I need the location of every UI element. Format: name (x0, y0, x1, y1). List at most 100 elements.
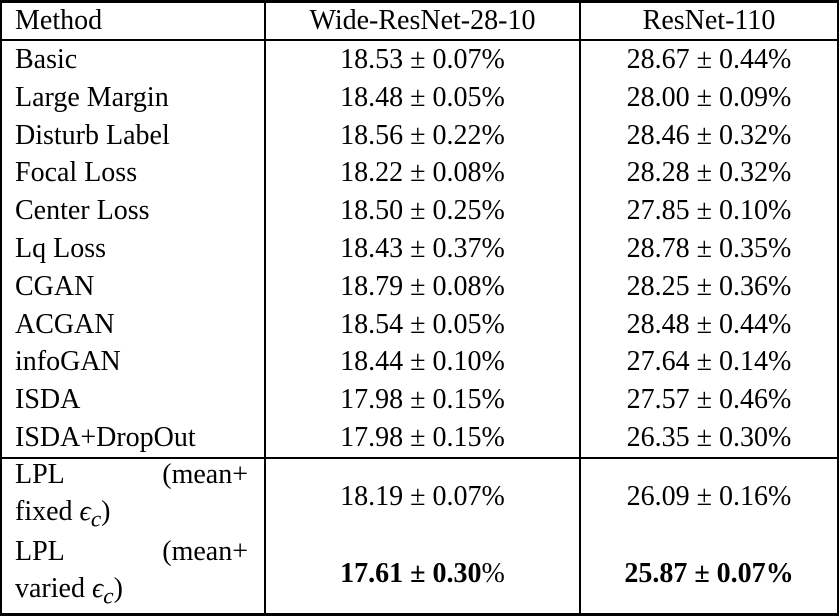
error-rate-value: 28.25 ± 0.36 (626, 270, 769, 302)
wide-resnet-value-cell: 18.56 ± 0.22% (264, 116, 579, 155)
resnet-110-value-cell: 28.00 ± 0.09% (579, 78, 837, 117)
table-row: Disturb Label 18.56 ± 0.22% 28.46 ± 0.32% (2, 116, 837, 155)
table-row: infoGAN 18.44 ± 0.10% 27.64 ± 0.14% (2, 343, 837, 382)
error-rate-value: 17.98 ± 0.15 (340, 422, 482, 454)
table-row: Lq Loss 18.43 ± 0.37% 28.78 ± 0.35% (2, 230, 837, 268)
table-row: CGAN 18.79 ± 0.08% 28.25 ± 0.36% (2, 267, 837, 306)
close-paren: ) (101, 496, 111, 528)
table-row: Large Margin 18.48 ± 0.05% 28.00 ± 0.09% (2, 78, 837, 117)
error-rate-value: 28.28 ± 0.32 (626, 157, 769, 189)
method-cell: ISDA+DropOut (15, 422, 196, 454)
resnet-110-value-cell: 28.25 ± 0.36% (579, 267, 837, 306)
method-label: (mean+ (162, 459, 248, 491)
percent-sign: % (768, 232, 792, 264)
close-paren: ) (113, 573, 123, 605)
error-rate-value: 18.53 ± 0.07 (340, 43, 482, 75)
percent-sign: % (481, 119, 505, 151)
error-rate-value: 18.22 ± 0.08 (340, 157, 482, 189)
resnet-110-value-cell: 28.28 ± 0.32% (579, 154, 837, 193)
wide-resnet-value-cell: 18.48 ± 0.05% (264, 78, 579, 117)
method-label-line1: LPL (mean+ (15, 459, 264, 493)
wide-resnet-value-cell: 18.19 ± 0.07% (264, 458, 579, 536)
resnet-110-value-cell: 28.46 ± 0.32% (579, 116, 837, 155)
method-cell: Lq Loss (15, 232, 106, 264)
method-cell: LPL (mean+ fixed ϵc) (2, 459, 264, 536)
percent-sign: % (481, 195, 505, 227)
table-row: ISDA 17.98 ± 0.15% 27.57 ± 0.46% (2, 381, 837, 420)
method-label: (mean+ (162, 536, 248, 568)
error-rate-value: 18.44 ± 0.10 (340, 346, 482, 378)
resnet-110-value-cell: 26.09 ± 0.16% (579, 458, 837, 536)
percent-sign: % (768, 270, 792, 302)
method-label-line2: fixed ϵc) (15, 493, 264, 536)
table-row: ISDA+DropOut 17.98 ± 0.15% 26.35 ± 0.30% (2, 419, 837, 457)
table-row-lpl: LPL (mean+ fixed ϵc) 18.19 ± 0.07% 26.09 ± 0… (2, 456, 837, 536)
wide-resnet-value-cell: 18.54 ± 0.05% (264, 305, 579, 344)
resnet-110-value-cell: 28.48 ± 0.44% (579, 305, 837, 344)
error-rate-value: 26.35 ± 0.30 (626, 422, 769, 454)
percent-sign: % (768, 308, 792, 340)
error-rate-value: 25.87 ± 0.07 (624, 558, 766, 590)
error-rate-value: 18.43 ± 0.37 (340, 232, 482, 264)
table-header-row: Method Wide-ResNet-28-10 ResNet-110 (2, 3, 837, 41)
percent-sign: % (481, 157, 505, 189)
percent-sign: % (481, 43, 505, 75)
percent-sign: % (481, 270, 505, 302)
wide-resnet-value-cell: 18.22 ± 0.08% (264, 154, 579, 193)
method-cell: ACGAN (15, 308, 115, 340)
table-row-lpl: LPL (mean+ varied ϵc) 17.61 ± 0.30% 25.87 ± … (2, 535, 837, 613)
wide-resnet-value-cell: 17.98 ± 0.15% (264, 419, 579, 457)
percent-sign: % (481, 346, 505, 378)
method-label: varied (15, 573, 85, 605)
epsilon-symbol: ϵ (91, 573, 104, 605)
wide-resnet-value-cell: 17.61 ± 0.30% (264, 535, 579, 613)
percent-sign: % (481, 308, 505, 340)
percent-sign: % (768, 384, 792, 416)
error-rate-value: 18.48 ± 0.05 (340, 81, 482, 113)
error-rate-value: 17.98 ± 0.15 (340, 384, 482, 416)
resnet-110-value-cell: 27.64 ± 0.14% (579, 343, 837, 382)
percent-sign: % (481, 422, 505, 454)
method-label: fixed (15, 496, 73, 528)
method-cell: LPL (mean+ varied ϵc) (2, 536, 264, 613)
method-cell: ISDA (15, 384, 81, 416)
method-cell: Disturb Label (15, 119, 170, 151)
error-rate-value: 28.48 ± 0.44 (626, 308, 769, 340)
header-resnet-110: ResNet-110 (579, 3, 837, 39)
percent-sign: % (765, 558, 794, 590)
percent-sign: % (768, 43, 792, 75)
error-rate-value: 17.61 ± 0.30 (340, 558, 482, 590)
error-rate-value: 18.50 ± 0.25 (340, 195, 482, 227)
error-rate-value: 18.56 ± 0.22 (340, 119, 482, 151)
resnet-110-value-cell: 25.87 ± 0.07% (579, 535, 837, 613)
resnet-110-value-cell: 26.35 ± 0.30% (579, 419, 837, 457)
method-label: LPL (15, 536, 65, 568)
table-row: Center Loss 18.50 ± 0.25% 27.85 ± 0.10% (2, 192, 837, 231)
percent-sign: % (481, 232, 505, 264)
table-row: ACGAN 18.54 ± 0.05% 28.48 ± 0.44% (2, 305, 837, 344)
method-label: LPL (15, 459, 65, 491)
epsilon-subscript: c (103, 583, 114, 610)
percent-sign: % (481, 81, 505, 113)
header-method: Method (15, 5, 103, 36)
resnet-110-value-cell: 27.57 ± 0.46% (579, 381, 837, 420)
error-rate-value: 28.78 ± 0.35 (626, 232, 769, 264)
percent-sign: % (481, 384, 505, 416)
wide-resnet-value-cell: 18.43 ± 0.37% (264, 230, 579, 268)
wide-resnet-value-cell: 17.98 ± 0.15% (264, 381, 579, 420)
resnet-110-value-cell: 27.85 ± 0.10% (579, 192, 837, 231)
percent-sign: % (481, 481, 505, 513)
error-rate-value: 28.00 ± 0.09 (626, 81, 769, 113)
resnet-110-value-cell: 28.67 ± 0.44% (579, 41, 837, 79)
wide-resnet-value-cell: 18.79 ± 0.08% (264, 267, 579, 306)
epsilon-symbol: ϵ (79, 496, 91, 528)
table-row: Basic 18.53 ± 0.07% 28.67 ± 0.44% (2, 41, 837, 79)
epsilon-subscript: c (90, 506, 102, 533)
error-rate-value: 27.85 ± 0.10 (626, 195, 769, 227)
percent-sign: % (768, 346, 792, 378)
method-cell: Center Loss (15, 195, 150, 227)
wide-resnet-value-cell: 18.50 ± 0.25% (264, 192, 579, 231)
percent-sign: % (768, 422, 792, 454)
error-rate-value: 28.67 ± 0.44 (626, 43, 769, 75)
